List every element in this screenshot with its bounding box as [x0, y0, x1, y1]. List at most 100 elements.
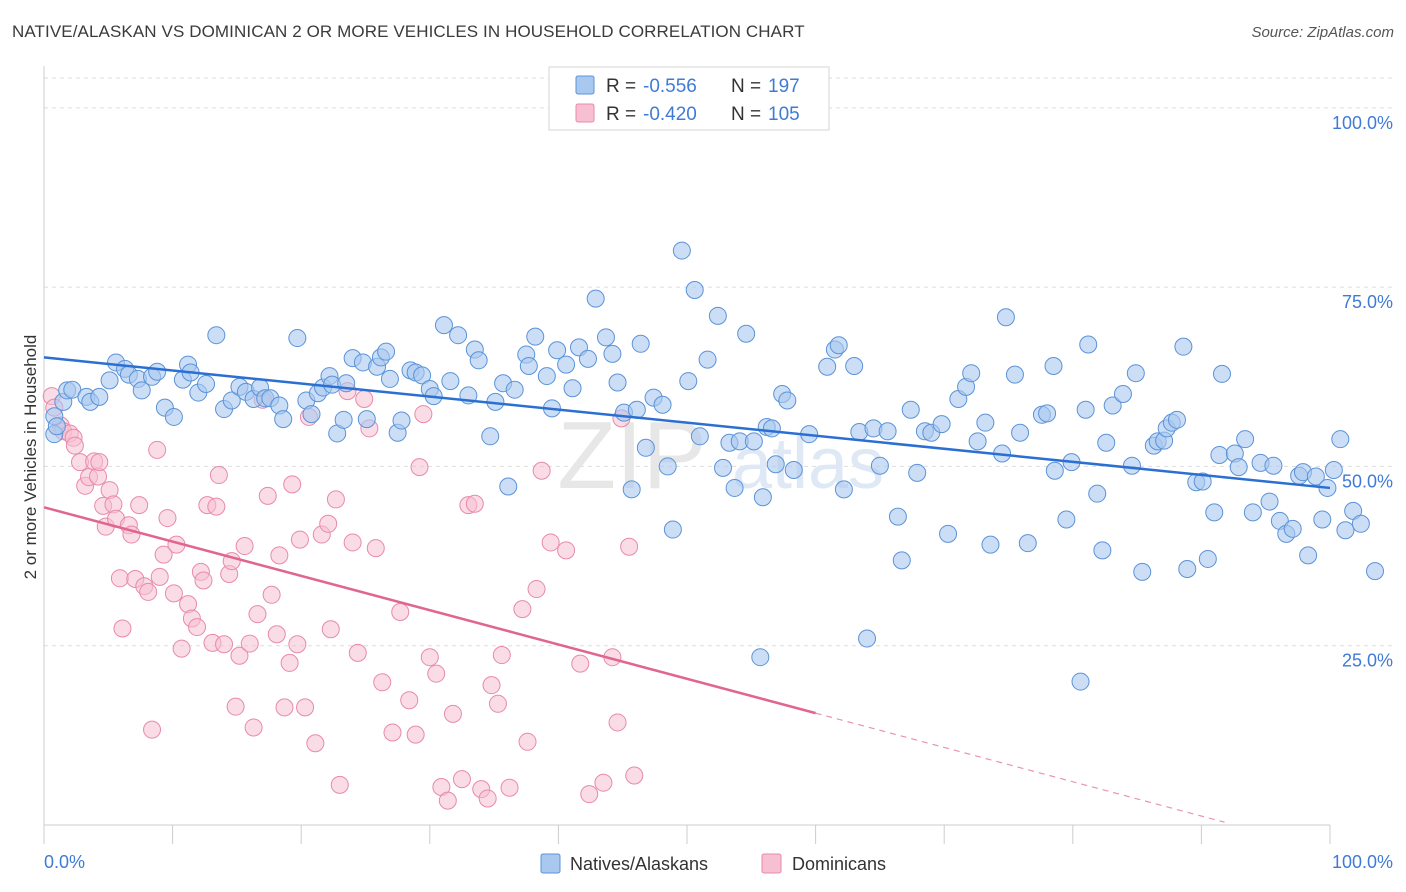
dominicans-point	[400, 691, 419, 710]
natives-point	[377, 342, 396, 361]
dominicans-point	[235, 537, 254, 556]
natives-point	[1103, 396, 1122, 415]
x-tick-label: 100.0%	[1332, 852, 1393, 872]
dominicans-point	[580, 785, 599, 804]
natives-point	[392, 411, 411, 430]
natives-point	[1122, 456, 1141, 475]
natives-point	[908, 463, 927, 482]
natives-point	[1088, 484, 1107, 503]
natives-point	[892, 551, 911, 570]
natives-point	[1324, 461, 1343, 480]
natives-point	[672, 241, 691, 260]
dominicans-point	[65, 436, 84, 455]
dominicans-point	[262, 585, 281, 604]
legend-blue-n-label: N =	[731, 76, 766, 97]
natives-point	[586, 289, 605, 308]
dominicans-point	[226, 697, 245, 716]
natives-point	[1079, 335, 1098, 354]
dominicans-point	[215, 635, 234, 654]
natives-point	[1018, 534, 1037, 553]
dominicans-point	[280, 653, 299, 672]
legend-pink-n-label: N =	[731, 104, 766, 125]
dominicans-point	[383, 723, 402, 742]
chart-source: Source: ZipAtlas.com	[1251, 24, 1394, 41]
natives-point	[1005, 365, 1024, 384]
dominicans-point	[148, 440, 167, 459]
dominicans-point	[427, 664, 446, 683]
natives-point	[1071, 672, 1090, 691]
natives-point	[698, 350, 717, 369]
dominicans-point	[571, 654, 590, 673]
natives-point	[1178, 559, 1197, 578]
natives-point	[222, 391, 241, 410]
natives-point	[981, 535, 1000, 554]
natives-point	[976, 413, 995, 432]
natives-point	[714, 458, 733, 477]
dominicans-point	[410, 458, 429, 477]
natives-point	[207, 326, 226, 345]
natives-point	[834, 480, 853, 499]
dominicans-point	[355, 390, 374, 409]
natives-point	[596, 328, 615, 347]
natives-point	[766, 455, 785, 474]
natives-point	[878, 422, 897, 441]
dominicans-point	[113, 619, 132, 638]
dominicans-point	[541, 533, 560, 552]
dominicans-point	[90, 453, 109, 472]
natives-point	[725, 478, 744, 497]
natives-point	[603, 344, 622, 363]
natives-point	[1174, 337, 1193, 356]
dominicans-point	[482, 676, 501, 695]
natives-point	[380, 369, 399, 388]
natives-point	[737, 324, 756, 343]
natives-point	[1331, 430, 1350, 449]
natives-point	[1210, 445, 1229, 464]
natives-point	[888, 507, 907, 526]
natives-point	[164, 407, 183, 426]
dominicans-point	[275, 698, 294, 717]
natives-point	[968, 432, 987, 451]
dominicans-point	[366, 539, 385, 558]
natives-point	[449, 326, 468, 345]
natives-point	[1366, 562, 1385, 581]
natives-point	[413, 366, 432, 385]
series-legend: Natives/Alaskans Dominicans	[540, 853, 886, 874]
dominicans-point	[443, 704, 462, 723]
natives-point	[63, 380, 82, 399]
dominicans-point	[296, 698, 315, 717]
natives-point	[1212, 364, 1231, 383]
natives-point	[962, 364, 981, 383]
dominicans-point	[164, 584, 183, 603]
dominicans-point	[290, 530, 309, 549]
dominicans-point	[326, 490, 345, 509]
natives-point	[1306, 467, 1325, 486]
dominicans-point	[150, 567, 169, 586]
natives-point	[901, 400, 920, 419]
x-tick-label: 0.0%	[44, 852, 85, 872]
dominicans-point	[319, 514, 338, 533]
dominicans-point	[230, 646, 249, 665]
natives-point	[622, 480, 641, 499]
natives-point	[658, 457, 677, 476]
natives-point	[744, 432, 763, 451]
dominicans-point	[348, 643, 367, 662]
natives-point	[434, 316, 453, 335]
natives-point	[932, 415, 951, 434]
dominicans-point	[478, 789, 497, 808]
legend-pink-r-value: -0.420	[643, 104, 697, 125]
y-axis-label: 2 or more Vehicles in Household	[21, 335, 40, 580]
legend-pink-n-value: 105	[768, 104, 800, 125]
dominicans-point	[194, 571, 213, 590]
natives-point	[778, 391, 797, 410]
dominicans-point	[248, 605, 267, 624]
natives-point	[663, 520, 682, 539]
natives-point	[132, 381, 151, 400]
dominicans-point	[406, 725, 425, 744]
natives-point	[148, 362, 167, 381]
natives-point	[751, 648, 770, 667]
natives-point	[627, 400, 646, 419]
natives-point	[526, 327, 545, 346]
dominicans-trend-line	[43, 506, 816, 715]
natives-point	[1097, 433, 1116, 452]
tick-labels: 25.0% 50.0% 75.0% 100.0% 0.0% 100.0%	[44, 113, 1393, 872]
